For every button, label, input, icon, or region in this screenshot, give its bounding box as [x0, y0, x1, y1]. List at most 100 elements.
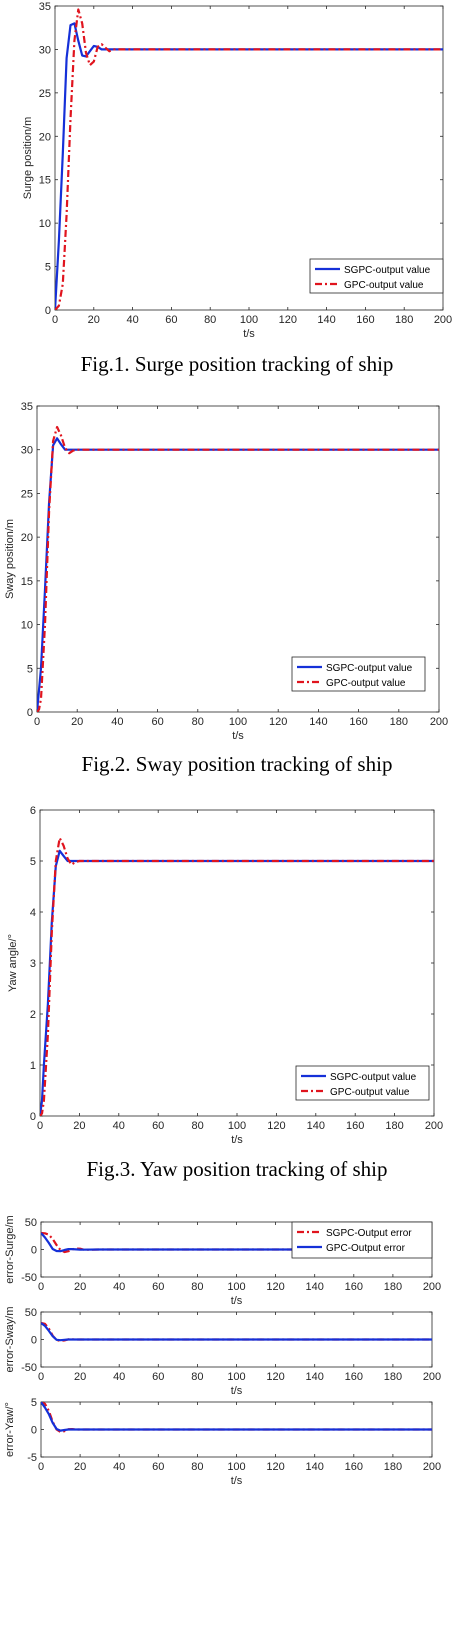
- x-tick-label: 200: [423, 1281, 441, 1293]
- x-tick-label: 200: [430, 716, 448, 728]
- y-tick-label: 50: [25, 1217, 37, 1229]
- y-tick-label: 35: [21, 401, 33, 413]
- series-line-1: [40, 849, 434, 1116]
- x-tick-label: 200: [423, 1461, 441, 1473]
- y-tick-label: 3: [30, 958, 36, 970]
- x-tick-label: 180: [384, 1281, 402, 1293]
- legend-label: GPC-Output error: [326, 1243, 406, 1254]
- x-tick-label: 120: [267, 1120, 285, 1132]
- y-axis-label: Sway position/m: [4, 519, 16, 599]
- y-axis-label: Yaw angle/°: [7, 934, 19, 992]
- figure-caption-3: Fig.3. Yaw position tracking of ship: [86, 1157, 388, 1181]
- y-tick-label: 15: [21, 576, 33, 588]
- x-tick-label: 20: [88, 314, 100, 326]
- y-tick-label: 0: [31, 1425, 37, 1437]
- y-tick-label: 1: [30, 1060, 36, 1072]
- x-tick-label: 80: [191, 1461, 203, 1473]
- y-axis-label: error-Yaw/°: [4, 1402, 16, 1457]
- legend-label: SGPC-Output error: [326, 1228, 412, 1239]
- legend-label: GPC-output value: [344, 280, 424, 291]
- x-tick-label: 140: [306, 1281, 324, 1293]
- series-line-2: [55, 8, 443, 310]
- x-tick-label: 100: [227, 1461, 245, 1473]
- x-tick-label: 40: [113, 1120, 125, 1132]
- figure-caption-2: Fig.2. Sway position tracking of ship: [81, 752, 393, 776]
- x-tick-label: 160: [356, 314, 374, 326]
- x-tick-label: 120: [266, 1281, 284, 1293]
- series-line-1: [37, 437, 439, 712]
- x-tick-label: 180: [395, 314, 413, 326]
- x-tick-label: 140: [317, 314, 335, 326]
- y-tick-label: 30: [39, 44, 51, 56]
- x-tick-label: 140: [306, 1371, 324, 1383]
- x-tick-label: 80: [191, 1120, 203, 1132]
- x-tick-label: 160: [345, 1281, 363, 1293]
- y-tick-label: 0: [31, 1335, 37, 1347]
- y-axis-label: error-Sway/m: [4, 1306, 16, 1372]
- legend-label: GPC-output value: [330, 1087, 410, 1098]
- x-tick-label: 120: [269, 716, 287, 728]
- legend-label: SGPC-output value: [330, 1072, 417, 1083]
- y-tick-label: 5: [27, 663, 33, 675]
- y-tick-label: 0: [45, 305, 51, 317]
- legend-label: GPC-output value: [326, 678, 406, 689]
- x-tick-label: 80: [191, 1281, 203, 1293]
- x-tick-label: 180: [385, 1120, 403, 1132]
- x-tick-label: 40: [126, 314, 138, 326]
- chart-3: 0 20 40 60 80 100 120 140 160 180 200 0 1 2 3 4 5 6 t/s Yaw…: [7, 805, 443, 1146]
- x-axis-label: t/s: [231, 1134, 243, 1146]
- x-tick-label: 200: [425, 1120, 443, 1132]
- legend: SGPC-output value GPC-output value: [291, 656, 426, 692]
- x-tick-label: 200: [434, 314, 452, 326]
- y-tick-label: 25: [39, 88, 51, 100]
- y-tick-label: 5: [30, 856, 36, 868]
- x-tick-label: 100: [227, 1281, 245, 1293]
- x-tick-label: 20: [74, 1281, 86, 1293]
- y-tick-label: 20: [21, 532, 33, 544]
- y-tick-label: 0: [27, 707, 33, 719]
- y-tick-label: 20: [39, 131, 51, 143]
- series-line-2: [41, 1322, 432, 1342]
- y-tick-label: 6: [30, 805, 36, 817]
- chart-5: 0 20 40 60 80 100 120 140 160 180 200-50050t/serro…: [4, 1306, 441, 1397]
- x-tick-label: 80: [191, 1371, 203, 1383]
- series-line-1: [41, 1402, 432, 1434]
- x-axis-label: t/s: [243, 328, 255, 340]
- x-tick-label: 100: [228, 1120, 246, 1132]
- legend-box: [295, 1065, 430, 1101]
- series-line-2: [41, 1232, 432, 1253]
- x-axis-label: t/s: [231, 1295, 243, 1307]
- x-tick-label: 180: [384, 1371, 402, 1383]
- x-tick-label: 40: [113, 1281, 125, 1293]
- y-tick-label: -50: [21, 1362, 37, 1374]
- y-tick-label: -5: [27, 1452, 37, 1464]
- y-axis-label: error-Surge/m: [4, 1215, 16, 1283]
- series-line-2: [40, 836, 434, 1116]
- x-tick-label: 80: [204, 314, 216, 326]
- x-tick-label: 180: [390, 716, 408, 728]
- y-tick-label: 2: [30, 1009, 36, 1021]
- series-line-1: [41, 1321, 432, 1343]
- y-tick-label: 10: [21, 620, 33, 632]
- x-tick-label: 140: [309, 716, 327, 728]
- x-tick-label: 40: [111, 716, 123, 728]
- series-line-2: [41, 1402, 432, 1432]
- x-tick-label: 200: [423, 1371, 441, 1383]
- x-tick-label: 0: [52, 314, 58, 326]
- x-tick-label: 160: [345, 1371, 363, 1383]
- x-tick-label: 120: [266, 1371, 284, 1383]
- legend: SGPC-output value GPC-output value: [295, 1065, 430, 1101]
- x-tick-label: 20: [74, 1371, 86, 1383]
- y-tick-label: 0: [30, 1111, 36, 1123]
- x-tick-label: 80: [192, 716, 204, 728]
- x-tick-label: 180: [384, 1461, 402, 1473]
- x-tick-label: 40: [113, 1461, 125, 1473]
- x-tick-label: 160: [349, 716, 367, 728]
- legend-label: SGPC-output value: [344, 265, 431, 276]
- x-tick-label: 60: [152, 1461, 164, 1473]
- x-tick-label: 0: [34, 716, 40, 728]
- y-axis-label: Surge position/m: [22, 117, 34, 200]
- x-tick-label: 0: [38, 1281, 44, 1293]
- chart-6: 0 20 40 60 80 100 120 140 160 180 200-505t/serror-…: [4, 1397, 441, 1487]
